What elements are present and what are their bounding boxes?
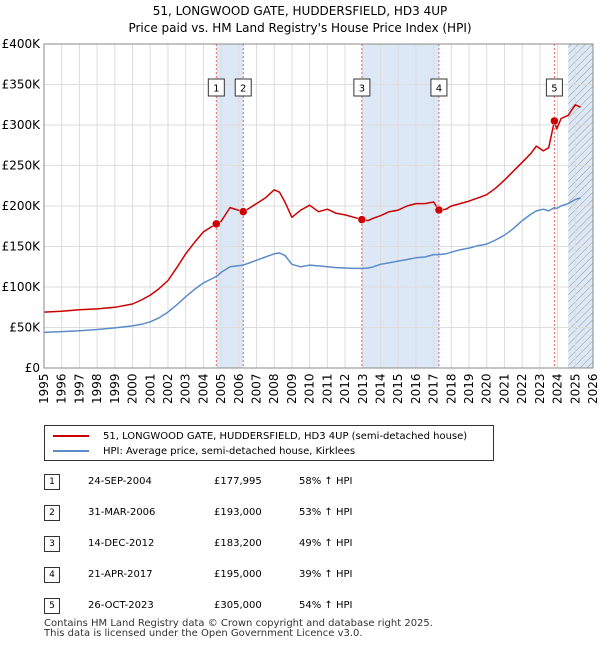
sale-date: 26-OCT-2023 [88,600,154,611]
x-tick-label: 2004 [196,373,210,404]
x-tick-label: 1998 [90,373,104,404]
sale-row: 3 14-DEC-2012 £183,200 49% ↑ HPI [44,534,384,554]
x-tick-label: 2016 [409,373,423,404]
x-tick-label: 2024 [551,373,565,404]
legend-swatch-hpi [53,450,89,452]
sale-price: £305,000 [214,600,262,611]
x-tick-label: 2014 [373,373,387,404]
chart-subtitle: Price paid vs. HM Land Registry's House … [128,21,472,35]
sale-price: £177,995 [214,476,262,487]
x-tick-label: 2025 [568,373,582,404]
x-tick-label: 2003 [179,373,193,404]
y-tick-label: £300K [2,118,42,132]
sale-price: £183,200 [214,538,262,549]
footer-line-1: Contains HM Land Registry data © Crown c… [44,618,433,629]
x-tick-label: 1997 [72,373,86,404]
sale-point [550,116,559,126]
sale-date: 24-SEP-2004 [88,476,152,487]
chart-legend: 51, LONGWOOD GATE, HUDDERSFIELD, HD3 4UP… [44,425,494,461]
sale-marker-label: 5 [551,84,557,95]
sale-marker-label: 2 [240,84,246,95]
sale-marker-box [430,78,448,97]
sale-point [238,207,248,216]
y-tick-label: £400K [2,37,42,51]
sale-marker-box [545,78,563,97]
sale-point [434,205,444,215]
x-tick-label: 2007 [250,373,264,404]
sale-hpi-change: 39% ↑ HPI [299,569,353,580]
x-tick-label: 2026 [586,373,600,404]
sale-marker-label: 3 [359,84,365,95]
x-tick-label: 2001 [143,373,157,404]
x-tick-label: 2005 [214,373,228,404]
sale-row: 4 21-APR-2017 £195,000 39% ↑ HPI [44,565,384,585]
x-tick-label: 2006 [232,373,246,404]
sale-date: 31-MAR-2006 [88,507,156,518]
x-tick-label: 2022 [515,373,529,404]
sale-number-badge: 4 [44,567,60,583]
x-tick-label: 1999 [108,373,122,404]
legend-item-property: 51, LONGWOOD GATE, HUDDERSFIELD, HD3 4UP… [53,429,467,443]
sale-hpi-change: 49% ↑ HPI [299,538,353,549]
x-tick-label: 2011 [320,373,334,404]
x-tick-label: 2017 [427,373,441,404]
y-tick-label: £50K [9,321,41,335]
legend-label-hpi: HPI: Average price, semi-detached house,… [103,445,356,457]
x-tick-label: 1995 [37,373,51,404]
x-tick-label: 2010 [303,373,317,404]
y-tick-label: £250K [2,159,42,173]
hpi-line [43,197,581,334]
x-tick-label: 2020 [480,373,494,404]
sale-row: 1 24-SEP-2004 £177,995 58% ↑ HPI [44,472,384,492]
x-tick-label: 2018 [444,373,458,404]
legend-label-property: 51, LONGWOOD GATE, HUDDERSFIELD, HD3 4UP… [103,430,468,442]
x-tick-label: 2000 [126,373,140,404]
sale-hpi-change: 54% ↑ HPI [299,600,353,611]
x-tick-label: 2023 [533,373,547,404]
x-tick-label: 2008 [267,373,281,404]
chart-title: 51, LONGWOOD GATE, HUDDERSFIELD, HD3 4UP [152,4,448,18]
sale-marker-label: 1 [213,84,219,95]
sale-date: 14-DEC-2012 [88,538,155,549]
x-tick-label: 2002 [161,373,175,404]
sale-number-badge: 1 [44,474,60,490]
sale-marker-box [353,78,371,97]
legend-swatch-property [53,435,89,437]
property-price-line [43,104,581,313]
footer-attribution: Contains HM Land Registry data © Crown c… [44,619,433,639]
price-chart: 1 2 3 4 5 £0 £50K £100K £150K £200K £250K £300K £35… [2,37,600,404]
sale-number-badge: 5 [44,598,60,614]
legend-item-hpi: HPI: Average price, semi-detached house,… [53,444,355,458]
plot-frame [43,43,594,369]
x-tick-label: 2009 [285,373,299,404]
sale-price: £195,000 [214,569,262,580]
y-tick-label: £100K [2,280,42,294]
y-tick-label: £150K [2,240,42,254]
x-tick-label: 2012 [338,373,352,404]
sale-price: £193,000 [214,507,262,518]
sale-point [357,215,367,224]
y-tick-label: £350K [2,78,42,92]
sale-hpi-change: 58% ↑ HPI [299,476,353,487]
y-tick-label: £200K [2,199,42,213]
x-tick-label: 2019 [462,373,476,404]
sale-marker-label: 4 [436,84,442,95]
sale-marker-box [207,78,225,97]
sale-number-badge: 3 [44,536,60,552]
sale-marker-box [234,78,252,97]
sale-hpi-change: 53% ↑ HPI [299,507,353,518]
x-tick-label: 2015 [391,373,405,404]
sale-point [212,219,221,229]
sale-number-badge: 2 [44,505,60,521]
sale-row: 2 31-MAR-2006 £193,000 53% ↑ HPI [44,503,384,523]
x-tick-label: 1996 [55,373,69,404]
sale-row: 5 26-OCT-2023 £305,000 54% ↑ HPI [44,596,384,616]
x-tick-label: 2013 [356,373,370,404]
x-tick-label: 2021 [497,373,511,404]
footer-line-2: This data is licensed under the Open Gov… [44,628,363,639]
sale-date: 21-APR-2017 [88,569,153,580]
y-tick-label: £0 [25,361,40,375]
